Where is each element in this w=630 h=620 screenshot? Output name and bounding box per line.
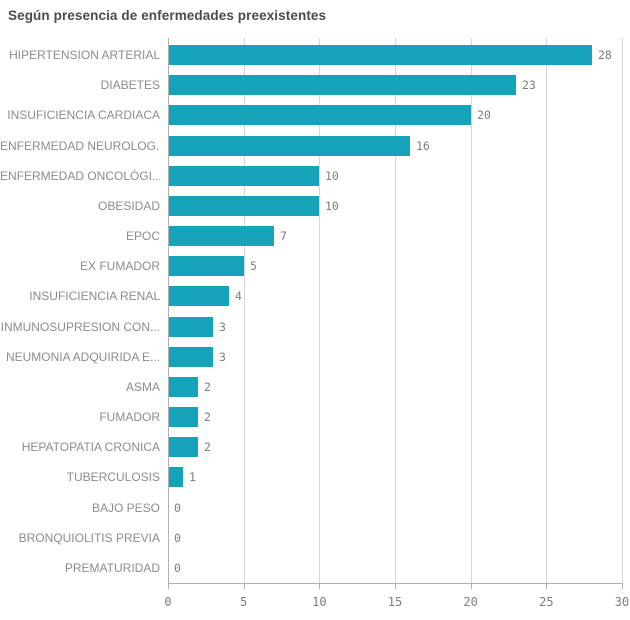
y-axis-line [168,38,169,583]
value-label: 10 [325,169,339,183]
value-label: 28 [598,48,612,62]
gridline [319,38,321,583]
bar[interactable] [169,256,244,276]
category-label[interactable]: BAJO PESO [91,501,160,515]
category-label[interactable]: DIABETES [100,78,160,92]
x-axis-tick [622,584,623,589]
x-axis-tick [243,584,245,589]
bar[interactable] [169,196,319,216]
x-axis-tick [546,584,548,589]
gridline [470,38,472,583]
value-label: 0 [174,501,181,515]
category-label[interactable]: HIPERTENSION ARTERIAL [9,48,160,62]
value-label: 10 [325,199,339,213]
category-label[interactable]: EX FUMADOR [79,259,160,273]
category-label[interactable]: INSUFICIENCIA RENAL [29,289,160,303]
gridline [622,38,623,583]
value-label: 2 [204,380,211,394]
category-label[interactable]: ENFERMEDAD NEUROLOG... [0,139,160,153]
value-label: 23 [522,78,536,92]
value-label: 2 [204,440,211,454]
bar[interactable] [169,45,592,65]
x-tick-label: 0 [164,595,172,609]
value-label: 3 [219,320,226,334]
category-label[interactable]: PREMATURIDAD [64,561,160,575]
bar[interactable] [169,226,274,246]
x-axis-tick [470,584,472,589]
category-label[interactable]: ASMA [125,380,160,394]
category-label[interactable]: INSUFICIENCIA CARDIACA [7,108,160,122]
value-label: 3 [219,350,226,364]
x-tick-label: 5 [240,595,248,609]
x-tick-label: 10 [312,595,327,609]
value-label: 0 [174,561,181,575]
value-label: 7 [280,229,287,243]
chart-title: Según presencia de enfermedades preexist… [8,8,327,23]
category-label[interactable]: ENFERMEDAD ONCOLÓGI... [0,169,160,183]
bar[interactable] [169,317,213,337]
gridline [395,38,396,583]
bar[interactable] [169,136,410,156]
bar[interactable] [169,347,213,367]
category-label[interactable]: TUBERCULOSIS [66,470,160,484]
category-label[interactable]: OBESIDAD [97,199,160,213]
category-label[interactable]: EPOC [125,229,160,243]
value-label: 5 [250,259,257,273]
bar[interactable] [169,105,471,125]
category-label[interactable]: INMUNOSUPRESION CON... [0,320,160,334]
value-label: 2 [204,410,211,424]
bar[interactable] [169,286,229,306]
category-label[interactable]: BRONQUIOLITIS PREVIA [18,531,160,545]
x-axis-tick [395,584,396,589]
bar[interactable] [169,166,319,186]
value-label: 20 [477,108,491,122]
bar[interactable] [169,437,198,457]
bar[interactable] [169,407,198,427]
gridline [546,38,548,583]
category-label[interactable]: HEPATOPATIA CRONICA [21,440,160,454]
bar[interactable] [169,75,516,95]
bar[interactable] [169,377,198,397]
gridline [243,38,245,583]
value-label: 1 [189,470,196,484]
x-tick-label: 15 [387,595,403,609]
x-tick-label: 30 [614,595,630,609]
x-axis-line [168,583,623,584]
category-label[interactable]: FUMADOR [99,410,160,424]
value-label: 4 [235,289,242,303]
x-axis-tick [168,584,169,589]
x-tick-label: 20 [463,595,478,609]
x-axis-tick [319,584,321,589]
value-label: 0 [174,531,181,545]
value-label: 16 [416,139,430,153]
bar[interactable] [169,467,183,487]
category-label[interactable]: NEUMONIA ADQUIRIDA E... [5,350,160,364]
x-tick-label: 25 [539,595,554,609]
